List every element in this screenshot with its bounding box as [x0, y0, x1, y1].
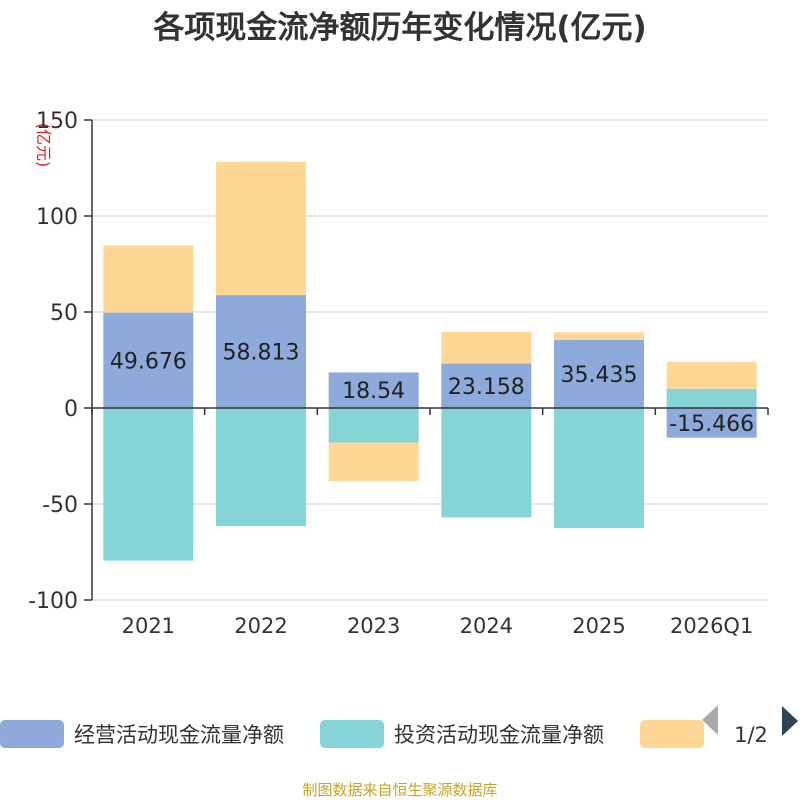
y-tick-label: 0	[64, 397, 78, 422]
y-axis-unit: (亿元)	[34, 123, 53, 168]
legend-next-icon[interactable]	[782, 706, 798, 736]
legend-swatch	[0, 720, 64, 748]
data-label: 35.435	[561, 363, 638, 388]
bar-2024-series-1	[441, 363, 532, 408]
bar-2026Q1-series-2	[666, 388, 757, 408]
legend: 经营活动现金流量净额 投资活动现金流量净额 1/2	[0, 705, 798, 748]
data-label: 49.676	[110, 349, 187, 374]
data-label: -15.466	[669, 412, 754, 437]
bar-2025-series-2	[554, 408, 644, 528]
legend-page-indicator: 1/2	[734, 723, 768, 747]
bar-2023-series-1	[328, 372, 419, 408]
bar-2025-series-3	[554, 332, 644, 340]
legend-label: 经营活动现金流量净额	[74, 723, 284, 747]
legend-item-3[interactable]	[640, 720, 704, 748]
bar-2023-series-2	[328, 408, 419, 443]
legend-item-1[interactable]: 经营活动现金流量净额	[0, 720, 284, 748]
bar-2024-series-3	[441, 331, 532, 364]
legend-swatch	[640, 720, 704, 748]
y-tick-label: 50	[50, 301, 78, 326]
chart-title: 各项现金流净额历年变化情况(亿元)	[152, 10, 646, 46]
legend-label: 投资活动现金流量净额	[394, 723, 604, 747]
x-tick-label: 2021	[122, 614, 175, 638]
bar-2025-series-1	[554, 339, 644, 408]
data-label: 18.54	[342, 379, 405, 404]
legend-item-2[interactable]: 投资活动现金流量净额	[320, 720, 604, 748]
x-tick-label: 2025	[572, 614, 625, 638]
y-tick-label: -100	[28, 589, 78, 614]
legend-prev-icon[interactable]	[702, 705, 718, 735]
bar-2024-series-2	[441, 408, 532, 518]
x-tick-label: 2023	[347, 614, 400, 638]
bar-2021-series-1	[103, 312, 194, 408]
bar-2023-series-3	[328, 442, 419, 481]
y-tick-label: -50	[42, 493, 78, 518]
bar-2021-series-3	[103, 245, 194, 313]
y-tick-label: 100	[36, 205, 78, 230]
legend-swatch	[320, 720, 384, 748]
data-label: 58.813	[223, 341, 300, 366]
y-tick-label: 150	[36, 109, 78, 134]
x-tick-label: 2022	[234, 614, 287, 638]
bar-2021-series-2	[103, 408, 194, 561]
bar-2022-series-1	[216, 295, 306, 408]
data-label: 23.158	[448, 375, 525, 400]
bar-2026Q1-series-1	[666, 408, 757, 438]
bar-2022-series-3	[216, 161, 306, 296]
bar-2022-series-2	[216, 408, 306, 527]
bar-2026Q1-series-3	[666, 361, 757, 389]
x-tick-label: 2026Q1	[670, 614, 753, 638]
x-tick-label: 2024	[460, 614, 513, 638]
data-source: 制图数据来自恒生聚源数据库	[302, 781, 497, 799]
